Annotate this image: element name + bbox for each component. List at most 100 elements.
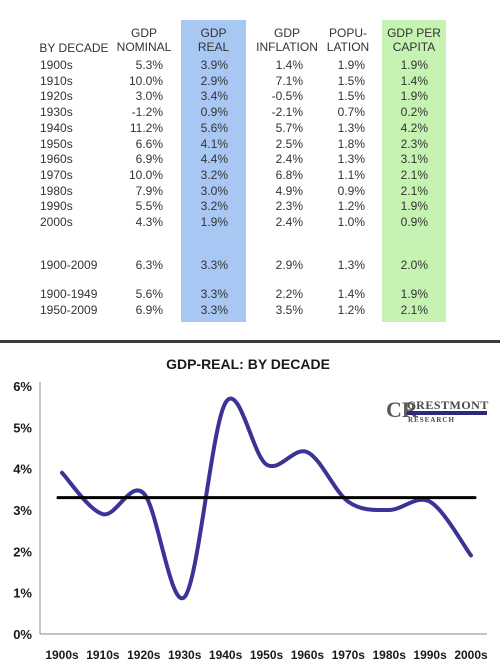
y-tick-label: 2%: [13, 544, 32, 559]
table-row-decade: 1900s: [40, 58, 73, 72]
table-row-population: 1.1%: [337, 167, 365, 182]
y-tick-label: 1%: [13, 586, 32, 601]
x-tick-label: 1910s: [86, 648, 120, 662]
summary-row-decade: 1950-2009: [40, 303, 98, 317]
summary-row-nominal: 6.3%: [135, 258, 163, 272]
table-row-inflation: 2.5%: [275, 136, 303, 151]
summary-row-population: 1.2%: [337, 303, 365, 317]
table-row-capita: 1.9%: [400, 199, 428, 214]
table-row-real: 3.4%: [200, 89, 228, 104]
table-row-decade: 1950s: [40, 136, 73, 151]
x-tick-label: 1980s: [373, 648, 407, 662]
header-inflation: GDP INFLATION: [255, 26, 319, 54]
header-inflation-line: GDP: [273, 26, 300, 40]
table-row-capita: 0.9%: [400, 215, 428, 229]
table-row-decade: 1960s: [40, 152, 73, 167]
summary-row-inflation: 2.2%: [275, 287, 303, 301]
y-tick-label: 3%: [13, 503, 32, 518]
table-row-inflation: 4.9%: [275, 183, 303, 198]
x-tick-label: 1900s: [45, 648, 79, 662]
y-tick-label: 0%: [13, 627, 32, 642]
table-row-nominal: 10.0%: [128, 167, 163, 182]
summary-row-real: 3.3%: [200, 287, 228, 301]
table-row-inflation: 6.8%: [275, 167, 303, 182]
summary-row-decade: 1900-2009: [40, 258, 98, 272]
header-population: POPU- LATION: [322, 26, 374, 54]
y-tick-label: 5%: [13, 420, 32, 435]
header-capita-line: CAPITA: [392, 40, 436, 54]
table-row-decade: 1940s: [40, 120, 73, 135]
header-decade-line: BY DECADE: [39, 41, 109, 55]
table-row-real: 1.9%: [200, 215, 228, 229]
table-row-inflation: 7.1%: [275, 73, 303, 88]
summary-row-population: 1.4%: [337, 287, 365, 301]
logo-bar: [407, 411, 487, 415]
table-row-real: 0.9%: [200, 105, 228, 120]
header-real-line: REAL: [197, 40, 230, 54]
x-tick-label: 1920s: [127, 648, 161, 662]
table-row-population: 1.9%: [337, 58, 365, 72]
summary-row-inflation: 2.9%: [275, 258, 303, 272]
table-row-inflation: 2.4%: [275, 152, 303, 167]
summary-row-nominal: 5.6%: [135, 287, 163, 301]
header-population-line: LATION: [326, 40, 370, 54]
logo-mark-bg: [384, 396, 410, 422]
table-row-population: 0.9%: [337, 183, 365, 198]
y-tick-label: 4%: [13, 462, 32, 477]
table-row-capita: 2.1%: [400, 183, 428, 198]
series-layer: [56, 396, 477, 601]
table-row-population: 1.3%: [337, 152, 365, 167]
gdp-real-highlight: [181, 20, 246, 322]
table-row-decade: 1920s: [40, 89, 73, 104]
table-row-inflation: -0.5%: [271, 89, 303, 104]
table-row-real: 4.4%: [200, 152, 228, 167]
table-row-capita: 4.2%: [400, 120, 428, 135]
table-row-capita: 0.2%: [400, 105, 428, 120]
table-row-nominal: 5.3%: [135, 58, 163, 72]
table-row-capita: 2.3%: [400, 136, 428, 151]
table-row-population: 1.3%: [337, 120, 365, 135]
table-row-population: 0.7%: [337, 105, 365, 120]
table-row-inflation: 5.7%: [275, 120, 303, 135]
section-divider: [0, 340, 500, 343]
table-row-real: 5.6%: [200, 120, 228, 135]
header-population-line: POPU-: [328, 26, 367, 40]
x-tick-label: 1960s: [291, 648, 325, 662]
x-tick-label: 1970s: [332, 648, 366, 662]
table-row-population: 1.2%: [337, 199, 365, 214]
table-row-population: 1.5%: [337, 89, 365, 104]
logo-monogram: CR: [386, 397, 419, 422]
table-row-inflation: 2.4%: [275, 215, 303, 229]
table-row-nominal: 10.0%: [128, 73, 163, 88]
chart-canvas: GDP-REAL: BY DECADE 0% 1% 2% 3% 4% 5% 6% 1900s…: [13, 356, 489, 662]
table-row-nominal: 6.9%: [135, 152, 163, 167]
table-row-nominal: 11.2%: [129, 120, 163, 135]
summary-row-capita: 1.9%: [400, 287, 428, 301]
table-row-real: 3.2%: [200, 167, 228, 182]
table-row-decade: 1990s: [40, 199, 73, 214]
chart-title: GDP-REAL: BY DECADE: [166, 356, 330, 372]
summary-row-nominal: 6.9%: [135, 303, 163, 317]
table-row-inflation: -2.1%: [271, 105, 303, 120]
table-row-capita: 1.9%: [400, 58, 428, 72]
summary-row-capita: 2.1%: [400, 303, 428, 317]
table-row-decade: 1910s: [40, 73, 73, 88]
logo-name: CRESTMONT: [407, 398, 489, 412]
x-tick-label: 1950s: [250, 648, 284, 662]
table-row-population: 1.0%: [337, 215, 365, 229]
header-capita: GDP PER CAPITA: [382, 26, 446, 54]
gdp-real-chart: GDP-REAL: BY DECADE 0% 1% 2% 3% 4% 5% 6% 1900s…: [0, 343, 500, 669]
x-tick-label: 1930s: [168, 648, 202, 662]
summary-row-population: 1.3%: [337, 258, 365, 272]
x-tick-label: 2000s: [454, 648, 488, 662]
summary-row-capita: 2.0%: [400, 258, 428, 272]
header-nominal: GDP NOMINAL: [114, 26, 174, 54]
y-axis: 0% 1% 2% 3% 4% 5% 6%: [13, 379, 41, 642]
summary-row-real: 3.3%: [200, 258, 228, 272]
x-axis: 1900s 1910s 1920s 1930s 1940s 1950s 1960s 1970s…: [40, 633, 488, 662]
table-row-decade: 1970s: [40, 167, 73, 182]
gdp-per-capita-highlight: [382, 20, 446, 322]
table-row-nominal: 7.9%: [135, 183, 163, 198]
table-row-inflation: 2.3%: [275, 199, 303, 214]
summary-row-real: 3.3%: [200, 303, 228, 317]
